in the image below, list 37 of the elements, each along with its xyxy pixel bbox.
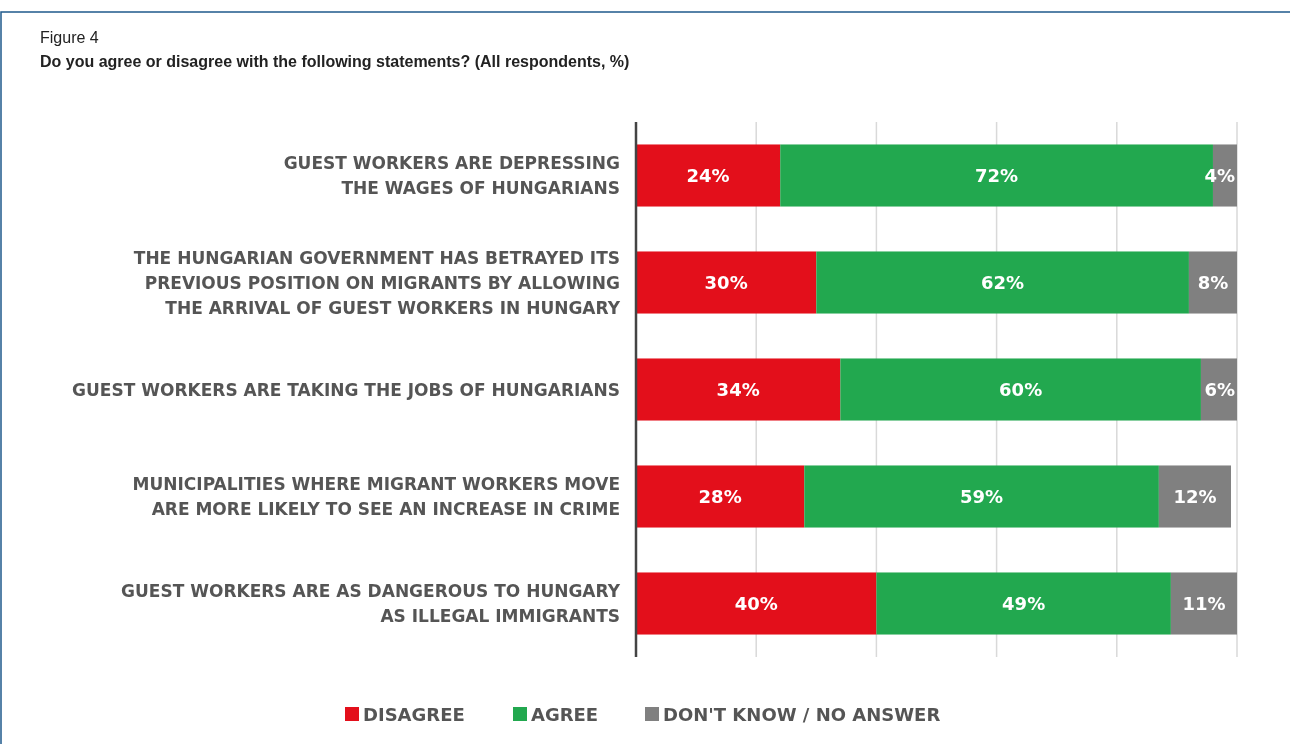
bar <box>636 572 877 635</box>
legend-label: DISAGREE <box>363 703 465 725</box>
data-label: 34% <box>716 379 760 400</box>
bar <box>816 251 1189 314</box>
legend-label: DON'T KNOW / NO ANSWER <box>663 703 941 725</box>
bar <box>636 251 817 314</box>
y-tick-label: GUEST WORKERS ARE DEPRESSING THE WAGES OF HUNGARIANS <box>283 153 620 198</box>
bar <box>1170 572 1237 635</box>
data-label: 24% <box>686 165 730 186</box>
bar <box>804 465 1159 528</box>
bar <box>876 572 1171 635</box>
data-label: 59% <box>960 486 1004 507</box>
bar <box>1200 358 1237 421</box>
data-label: 60% <box>999 379 1043 400</box>
data-label: 28% <box>698 486 742 507</box>
data-label: 11% <box>1182 593 1226 614</box>
bar <box>636 465 805 528</box>
bar <box>840 358 1201 421</box>
data-label: 6% <box>1204 379 1235 400</box>
data-label: 30% <box>704 272 748 293</box>
data-label: 8% <box>1197 272 1229 293</box>
bar <box>636 358 841 421</box>
data-label: 72% <box>975 165 1019 186</box>
y-tick-label: MUNICIPALITIES WHERE MIGRANT WORKERS MOVE ARE MORE LIKELY TO SEE AN INCREASE IN CRIME <box>132 474 620 519</box>
data-label: 49% <box>1002 593 1046 614</box>
bar <box>636 144 781 207</box>
text: Do you agree or disagree with the following statements? (All respondents, %) <box>40 53 630 70</box>
bar <box>1188 251 1237 314</box>
y-tick-label: GUEST WORKERS ARE AS DANGEROUS TO HUNGARY AS ILLEGAL IMMIGRANTS <box>121 581 621 626</box>
data-label: 12% <box>1173 486 1217 507</box>
text: Figure 4 <box>40 29 99 46</box>
data-label: 40% <box>734 593 778 614</box>
bar <box>1158 465 1231 528</box>
y-tick-label: GUEST WORKERS ARE TAKING THE JOBS OF HUNGARIANS <box>72 379 620 400</box>
data-label: 62% <box>981 272 1025 293</box>
legend-label: AGREE <box>531 703 599 725</box>
y-tick-label: THE HUNGARIAN GOVERNMENT HAS BETRAYED ITS PREVIOUS POSITION ON MIGRANTS BY ALLOWING THE ARRIVAL OF GUEST WORKERS IN HUNGARY <box>133 247 621 318</box>
